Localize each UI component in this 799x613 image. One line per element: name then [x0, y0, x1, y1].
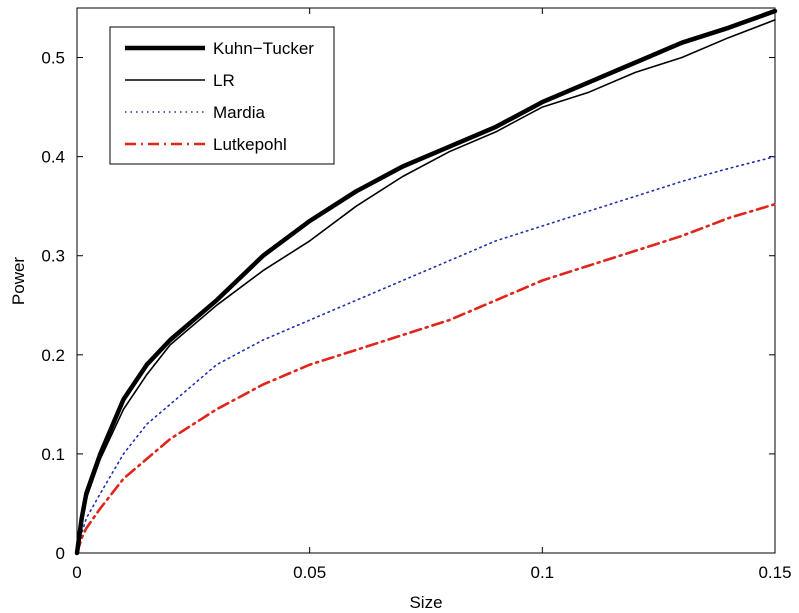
legend-label-1: LR [213, 71, 235, 90]
y-axis-title: Power [9, 257, 28, 306]
y-tick-label: 0.4 [41, 148, 65, 167]
axis-ticks: 0 0.05 0.1 0.15 0 0.1 0.2 0.3 0.4 0.5 [41, 8, 792, 582]
y-tick-label: 0.2 [41, 346, 65, 365]
x-tick-label: 0.1 [531, 563, 555, 582]
y-tick-label: 0.3 [41, 247, 65, 266]
x-tick-label: 0.15 [758, 563, 791, 582]
series-line-2 [76, 155, 776, 554]
series-line-1 [76, 19, 776, 554]
y-tick-label: 0.5 [41, 49, 65, 68]
y-tick-label: 0.1 [41, 445, 65, 464]
legend-label-3: Lutkepohl [213, 135, 287, 154]
legend-items: Kuhn−Tucker LR Mardia Lutkepohl [125, 39, 314, 154]
x-tick-label: 0 [72, 563, 81, 582]
legend: Kuhn−Tucker LR Mardia Lutkepohl [109, 26, 335, 165]
series-line-0 [74, 8, 778, 556]
series-line-3 [75, 202, 777, 555]
series-layer [74, 8, 778, 556]
x-tick-label: 0.05 [293, 563, 326, 582]
legend-label-2: Mardia [213, 103, 266, 122]
x-axis-title: Size [409, 593, 442, 612]
y-tick-label: 0 [56, 544, 65, 563]
legend-label-0: Kuhn−Tucker [213, 39, 314, 58]
